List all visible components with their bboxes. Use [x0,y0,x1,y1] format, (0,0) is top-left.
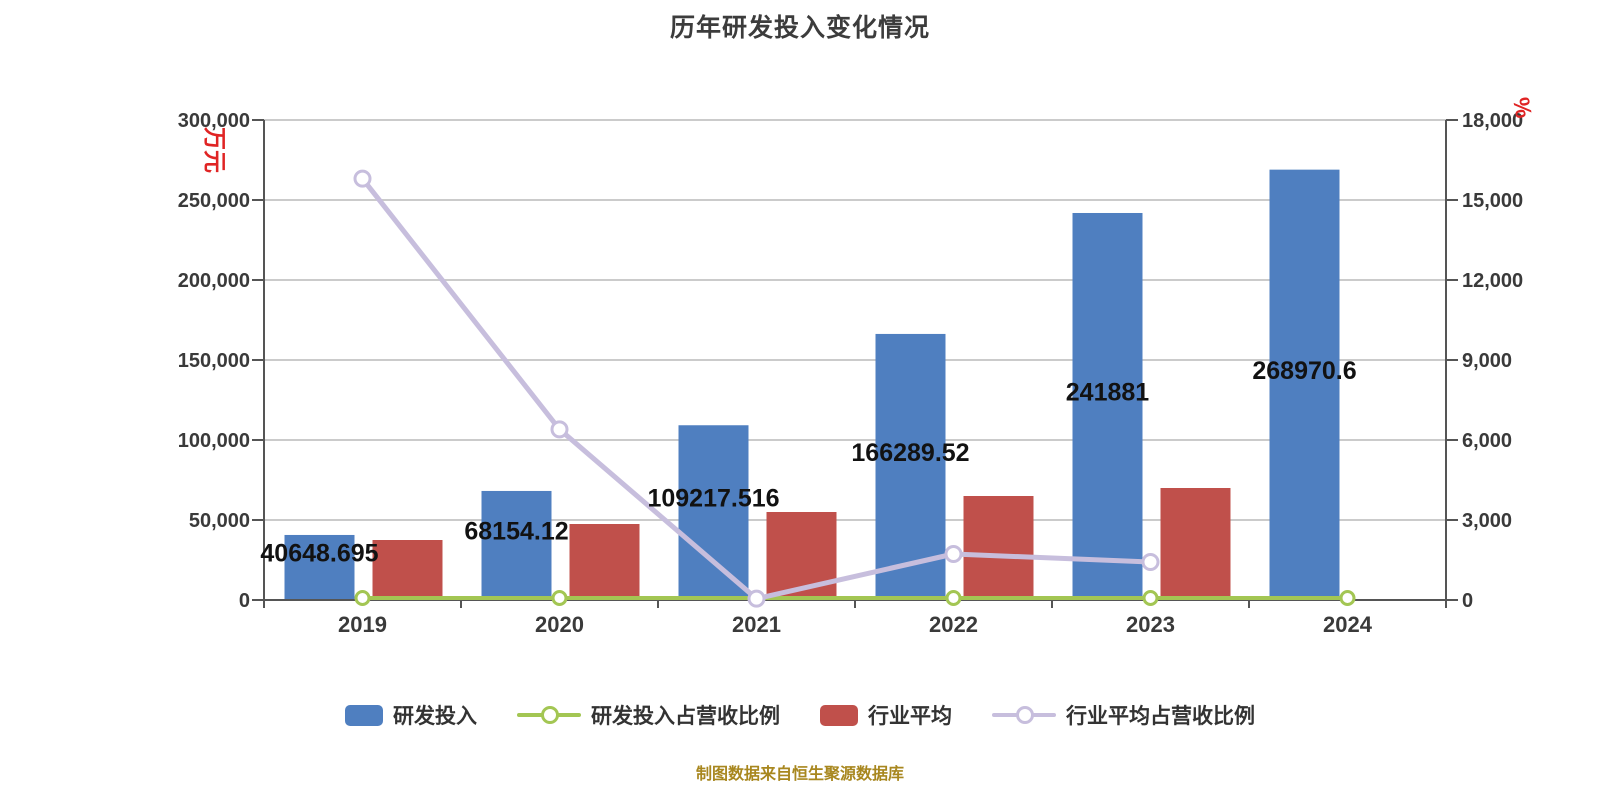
legend-item-label: 行业平均占营收比例 [1066,705,1255,728]
x-axis-year-label: 2020 [535,612,584,637]
right-axis-tick-label: 9,000 [1462,350,1512,372]
industry-average-bar-2022 [963,496,1034,600]
rd-investment-value-label: 40648.695 [260,539,378,567]
legend-item-label: 研发投入占营收比例 [591,705,780,728]
rd-investment-bar-2021 [678,425,749,600]
rd-revenue-ratio-marker [1142,590,1159,606]
right-axis-tick-label: 12,000 [1462,270,1523,292]
rd-revenue-ratio-marker [551,590,568,606]
rd-investment-bar-2024 [1269,169,1340,600]
right-axis-tick-label: 15,000 [1462,190,1523,212]
chart-title: 历年研发投入变化情况 [669,14,930,42]
left-axis-tick-label: 200,000 [178,270,250,292]
rd-investment-value-label: 166289.52 [851,439,969,467]
industry-revenue-ratio-marker [747,589,766,608]
chart-legend: 研发投入 研发投入占营收比例 行业平均 行业平均占营收比例 [0,700,1600,730]
rd-investment-bar-2019 [284,534,355,600]
left-axis-tick-label: 0 [239,590,250,612]
x-axis-year-label: 2024 [1323,612,1373,637]
industry-revenue-ratio-marker [550,420,569,439]
industry-average-bar-2020 [569,524,640,600]
rd-investment-bar-2020 [481,490,552,600]
legend-item-industry-revenue-ratio[interactable]: 行业平均占营收比例 [992,700,1255,730]
legend-item-label: 行业平均 [868,705,952,728]
rd-revenue-ratio-marker [354,590,371,606]
industry-average-bar-2023 [1160,488,1231,600]
right-axis-tick-label: 6,000 [1462,430,1512,452]
left-axis-tick-label: 150,000 [178,350,250,372]
rd-investment-bar-2023 [1072,212,1143,600]
rd-investment-value-label: 241881 [1066,378,1150,406]
rd-investment-value-label: 109217.516 [647,485,779,513]
legend-item-rd-revenue-ratio[interactable]: 研发投入占营收比例 [517,700,780,730]
x-axis-year-label: 2022 [929,612,978,637]
legend-line-marker-icon [992,704,1056,726]
left-axis-unit-label: 万元 [202,127,228,173]
legend-line-marker-icon [517,704,581,726]
x-axis-year-label: 2019 [338,612,387,637]
left-axis-tick-label: 100,000 [178,430,250,452]
data-source-caption: 制图数据来自恒生聚源数据库 [695,766,904,783]
left-axis-tick-label: 300,000 [178,110,250,132]
legend-item-label: 研发投入 [393,705,477,728]
x-axis-year-label: 2023 [1126,612,1175,637]
industry-revenue-ratio-marker [1141,553,1160,571]
right-axis-tick-label: 18,000 [1462,110,1523,132]
rd-investment-value-label: 68154.12 [464,517,568,545]
right-axis-unit-label: % [1508,95,1537,120]
x-axis-year-label: 2021 [732,612,781,637]
industry-revenue-ratio-marker [944,545,963,563]
legend-item-industry-average[interactable]: 行业平均 [820,700,952,730]
industry-revenue-ratio-marker [353,169,372,188]
right-axis-tick-label: 0 [1462,590,1473,612]
legend-bar-swatch [345,704,383,726]
rd-investment-value-label: 268970.6 [1252,357,1356,385]
legend-item-rd-investment[interactable]: 研发投入 [345,700,477,730]
left-axis-tick-label: 250,000 [178,190,250,212]
chart-canvas: 300,000 18,000 250,000 15,000 200,000 12,000 1… [178,95,1538,637]
rd-investment-bar-2022 [875,333,946,600]
right-axis-tick-label: 3,000 [1462,510,1512,532]
rd-revenue-ratio-marker [1339,590,1356,606]
legend-bar-swatch [820,704,858,726]
left-axis-tick-label: 50,000 [189,510,250,532]
industry-average-bar-2019 [372,540,443,600]
rd-revenue-ratio-marker [945,590,962,606]
